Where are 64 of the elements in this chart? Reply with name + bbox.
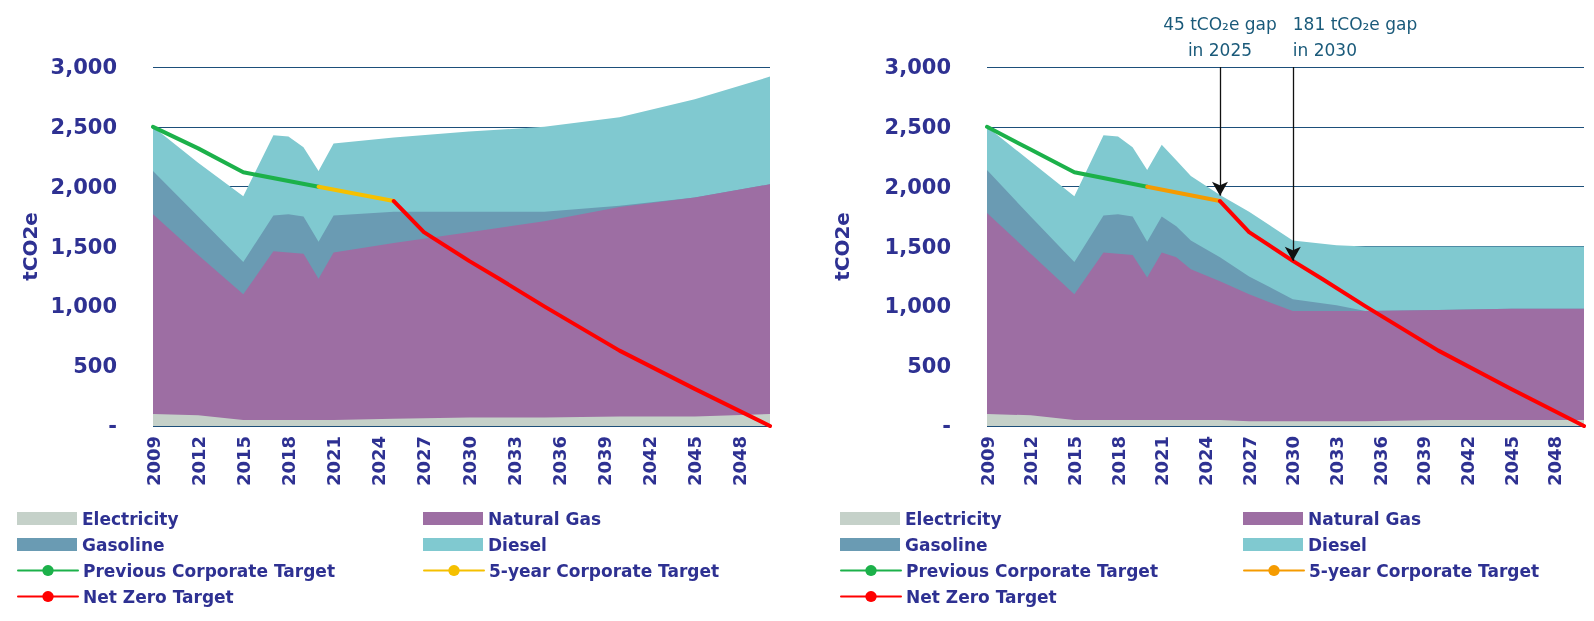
- x-tick-label: 2033: [503, 436, 525, 487]
- legend-label: Gasoline: [82, 534, 165, 555]
- y-axis-title: tCO2e: [830, 212, 854, 281]
- x-tick-label: 2012: [187, 436, 209, 487]
- x-tick-label: 2021: [323, 436, 345, 487]
- x-tick-label: 2048: [729, 436, 751, 487]
- x-tick-label: 2012: [1020, 436, 1042, 487]
- legend-label: Natural Gas: [1308, 508, 1422, 529]
- y-tick-label: 3,000: [50, 55, 117, 79]
- y-tick-label: 2,500: [50, 114, 117, 139]
- x-tick-label: 2039: [1413, 436, 1435, 487]
- x-tick-label: 2015: [1063, 436, 1085, 487]
- y-tick-label: 1,500: [884, 234, 951, 259]
- x-tick-label: 2018: [277, 436, 299, 487]
- x-tick-label: 2024: [368, 436, 390, 487]
- y-tick-label: 1,000: [884, 294, 951, 319]
- annotation: 181 tCO₂e gap in 2030: [1292, 14, 1418, 60]
- x-tick-label: 2045: [684, 436, 706, 487]
- x-tick-label: 2027: [1238, 436, 1260, 487]
- x-tick-label: 2042: [639, 436, 661, 487]
- x-tick-label: 2042: [1457, 436, 1479, 487]
- x-tick-label: 2009: [976, 436, 998, 487]
- legend-label: Electricity: [82, 508, 179, 529]
- legend-label: Net Zero Target: [83, 586, 234, 607]
- x-tick-label: 2009: [142, 436, 164, 487]
- legend-label: Gasoline: [905, 534, 988, 555]
- y-tick-label: -: [942, 414, 951, 438]
- x-tick-label: 2027: [413, 436, 435, 487]
- y-tick-label: 1,500: [50, 234, 117, 259]
- line-series: [151, 124, 321, 189]
- x-tick-label: 2030: [458, 436, 480, 487]
- legend-label: Previous Corporate Target: [83, 560, 336, 581]
- y-axis-title: tCO2e: [17, 212, 42, 281]
- annotation: 45 tCO₂e gap in 2025: [1163, 14, 1277, 60]
- y-tick-label: 500: [907, 354, 951, 379]
- legend-label: Electricity: [905, 508, 1002, 529]
- line-series: [1217, 199, 1586, 428]
- x-tick-label: 2015: [232, 436, 254, 487]
- x-tick-label: 2024: [1194, 436, 1216, 487]
- legend-label: Diesel: [1308, 534, 1367, 555]
- legend-label: 5-year Corporate Target: [1309, 560, 1540, 581]
- x-tick-label: 2018: [1107, 436, 1129, 487]
- y-tick-label: 1,000: [50, 294, 117, 319]
- y-tick-label: 2,000: [884, 174, 951, 199]
- x-tick-label: 2045: [1500, 436, 1522, 487]
- x-tick-label: 2021: [1151, 436, 1173, 487]
- x-tick-label: 2036: [1369, 436, 1391, 487]
- x-tick-label: 2048: [1544, 436, 1566, 487]
- legend-label: Natural Gas: [488, 508, 602, 529]
- y-tick-label: 3,000: [884, 55, 951, 79]
- y-tick-label: -: [108, 414, 117, 438]
- legend-label: 5-year Corporate Target: [489, 560, 720, 581]
- y-tick-label: 500: [73, 354, 117, 379]
- x-tick-label: 2030: [1282, 436, 1304, 487]
- legend-label: Diesel: [488, 534, 547, 555]
- legend-label: Net Zero Target: [906, 586, 1057, 607]
- y-tick-label: 2,000: [50, 174, 117, 199]
- legend-label: Previous Corporate Target: [906, 560, 1159, 581]
- line-series: [985, 124, 1150, 189]
- x-tick-label: 2036: [548, 436, 570, 487]
- line-series: [391, 199, 772, 428]
- x-tick-label: 2039: [593, 436, 615, 487]
- y-tick-label: 2,500: [884, 114, 951, 139]
- x-tick-label: 2033: [1325, 436, 1347, 487]
